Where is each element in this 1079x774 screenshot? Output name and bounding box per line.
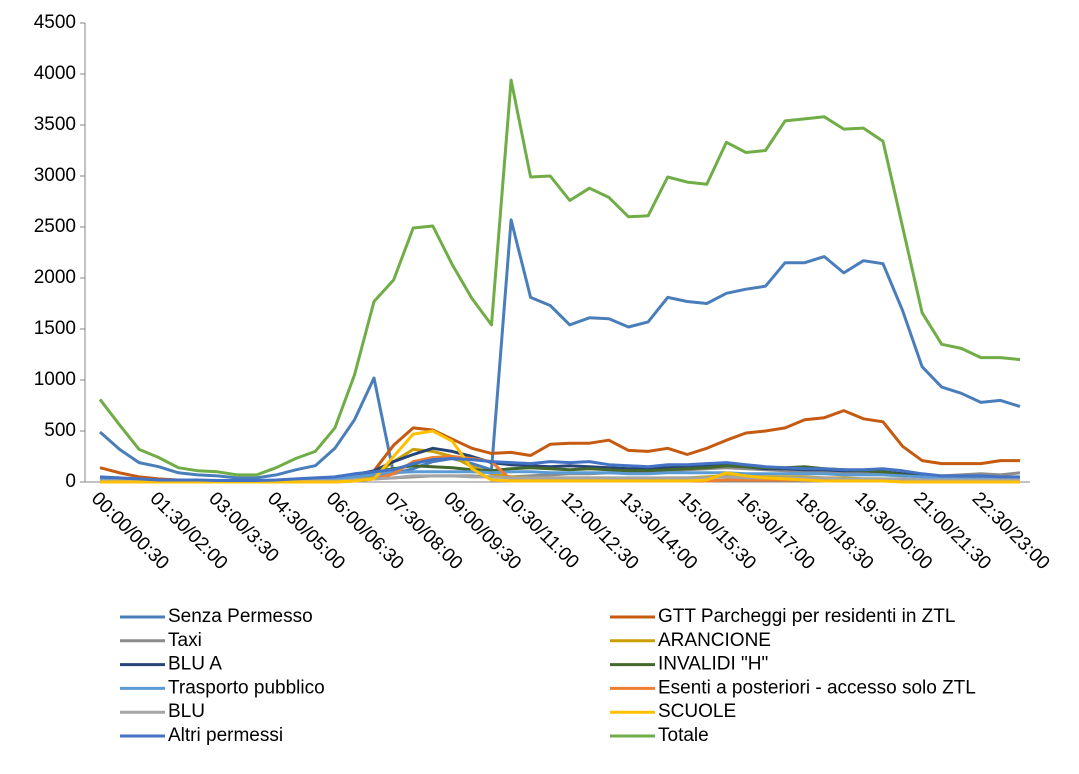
series-line <box>99 218 1021 480</box>
legend-label: Taxi <box>168 630 202 651</box>
series-line <box>98 78 1021 477</box>
y-tick-label: 2500 <box>34 216 76 237</box>
y-tick-label: 3000 <box>34 165 76 186</box>
legend-label: Totale <box>658 725 709 746</box>
legend-label: Esenti a posteriori - accesso solo ZTL <box>658 677 976 698</box>
legend-label: GTT Parcheggi per residenti in ZTL <box>658 606 955 627</box>
legend-label: BLU A <box>168 654 222 675</box>
y-tick-label: 0 <box>65 471 76 492</box>
legend-label: SCUOLE <box>658 701 736 722</box>
legend-label: BLU <box>168 701 205 722</box>
legend-label: Trasporto pubblico <box>168 677 325 698</box>
y-tick-label: 1000 <box>34 369 76 390</box>
y-tick-label: 4000 <box>34 63 76 84</box>
y-tick-label: 500 <box>44 420 76 441</box>
legend-label: Senza Permesso <box>168 606 313 627</box>
y-tick-label: 2000 <box>34 267 76 288</box>
legend-label: Altri permessi <box>168 725 283 746</box>
y-tick-label: 1500 <box>34 318 76 339</box>
y-tick-label: 3500 <box>34 114 76 135</box>
legend-label: ARANCIONE <box>658 630 771 651</box>
series-line <box>99 457 1020 482</box>
y-tick-label: 4500 <box>34 12 76 33</box>
legend-label: INVALIDI "H" <box>658 654 768 675</box>
